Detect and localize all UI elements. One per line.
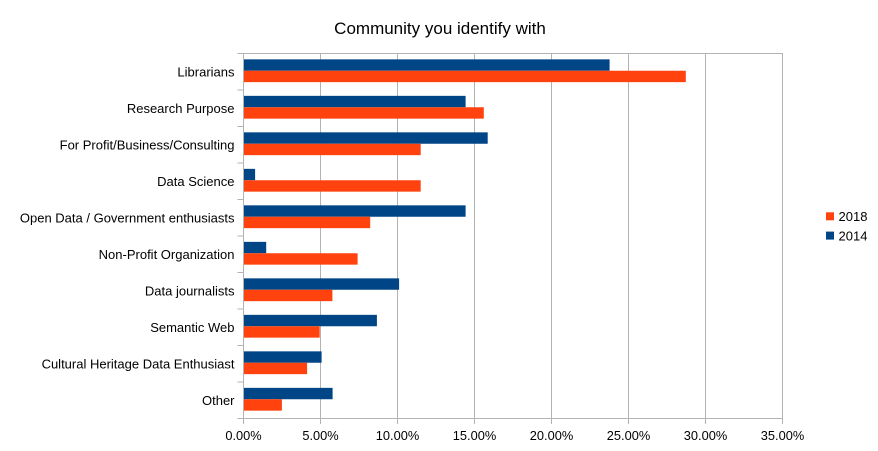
svg-text:Other: Other: [202, 393, 235, 408]
svg-text:5.00%: 5.00%: [302, 428, 338, 443]
svg-text:20.00%: 20.00%: [530, 428, 573, 443]
svg-text:For Profit/Business/Consulting: For Profit/Business/Consulting: [60, 137, 235, 152]
svg-text:Semantic Web: Semantic Web: [150, 320, 234, 335]
svg-text:Librarians: Librarians: [177, 64, 235, 79]
svg-text:0.00%: 0.00%: [225, 428, 261, 443]
svg-text:15.00%: 15.00%: [453, 428, 496, 443]
svg-text:Research Purpose: Research Purpose: [127, 101, 235, 116]
svg-text:2014: 2014: [839, 228, 868, 243]
svg-text:Community you identify with: Community you identify with: [334, 19, 546, 38]
svg-text:Open Data / Government enthusi: Open Data / Government enthusiasts: [20, 210, 235, 225]
svg-text:Data Science: Data Science: [157, 174, 234, 189]
svg-text:Non-Profit Organization: Non-Profit Organization: [99, 247, 235, 262]
svg-text:Cultural Heritage Data Enthusi: Cultural Heritage Data Enthusiast: [42, 356, 235, 371]
svg-text:35.00%: 35.00%: [761, 428, 804, 443]
svg-text:Data journalists: Data journalists: [145, 283, 235, 298]
svg-text:30.00%: 30.00%: [684, 428, 727, 443]
svg-text:25.00%: 25.00%: [607, 428, 650, 443]
svg-text:10.00%: 10.00%: [376, 428, 419, 443]
svg-text:2018: 2018: [839, 209, 868, 224]
